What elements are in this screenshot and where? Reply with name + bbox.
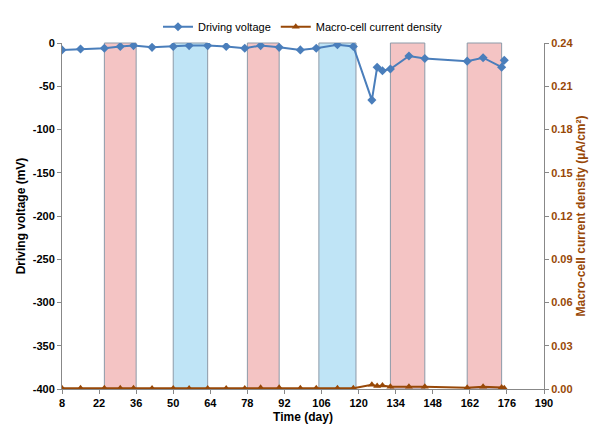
svg-text:0.24: 0.24 bbox=[551, 37, 573, 49]
svg-text:190: 190 bbox=[535, 397, 553, 409]
svg-text:134: 134 bbox=[387, 397, 406, 409]
svg-text:148: 148 bbox=[424, 397, 442, 409]
svg-text:0.12: 0.12 bbox=[551, 210, 572, 222]
svg-text:Macro-cell current density (µA: Macro-cell current density (µA/cm²) bbox=[574, 116, 588, 317]
svg-text:120: 120 bbox=[349, 397, 367, 409]
svg-text:0.00: 0.00 bbox=[551, 383, 572, 395]
svg-text:Driving voltage (mV): Driving voltage (mV) bbox=[14, 158, 28, 275]
svg-text:0.18: 0.18 bbox=[551, 123, 572, 135]
svg-text:Time (day): Time (day) bbox=[273, 410, 333, 424]
svg-text:176: 176 bbox=[498, 397, 516, 409]
svg-text:0.21: 0.21 bbox=[551, 80, 572, 92]
svg-text:0: 0 bbox=[49, 37, 55, 49]
svg-text:Macro-cell current density: Macro-cell current density bbox=[316, 21, 442, 33]
svg-text:0.03: 0.03 bbox=[551, 340, 572, 352]
svg-text:-400: -400 bbox=[33, 383, 55, 395]
svg-text:-200: -200 bbox=[33, 210, 55, 222]
svg-text:162: 162 bbox=[461, 397, 479, 409]
svg-text:8: 8 bbox=[59, 397, 65, 409]
svg-text:-150: -150 bbox=[33, 167, 55, 179]
svg-text:-250: -250 bbox=[33, 253, 55, 265]
svg-text:0.06: 0.06 bbox=[551, 296, 572, 308]
svg-text:22: 22 bbox=[93, 397, 105, 409]
svg-text:106: 106 bbox=[312, 397, 330, 409]
svg-text:92: 92 bbox=[278, 397, 290, 409]
svg-text:50: 50 bbox=[167, 397, 179, 409]
svg-text:78: 78 bbox=[241, 397, 253, 409]
svg-text:-50: -50 bbox=[39, 80, 55, 92]
svg-text:36: 36 bbox=[130, 397, 142, 409]
svg-text:-350: -350 bbox=[33, 340, 55, 352]
svg-text:-100: -100 bbox=[33, 123, 55, 135]
svg-text:-300: -300 bbox=[33, 296, 55, 308]
svg-text:0.15: 0.15 bbox=[551, 167, 572, 179]
svg-text:0.09: 0.09 bbox=[551, 253, 572, 265]
svg-text:64: 64 bbox=[204, 397, 217, 409]
svg-text:Driving voltage: Driving voltage bbox=[198, 21, 271, 33]
